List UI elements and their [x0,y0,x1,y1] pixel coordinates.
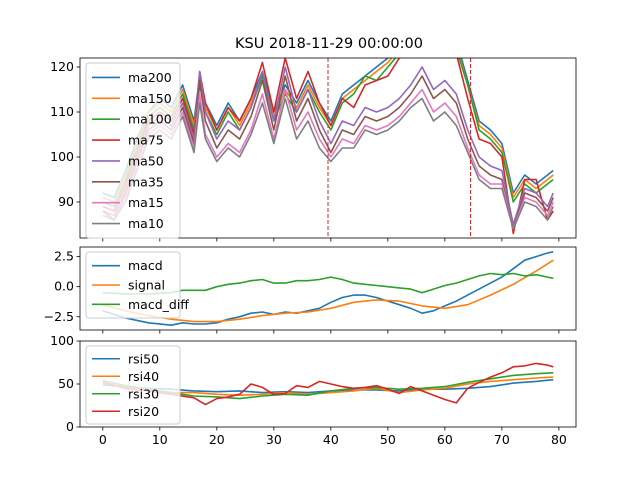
y-tick-label: 0 [66,419,74,434]
legend-label-macd: macd [128,258,163,273]
legend-box [85,62,181,239]
legend-label-ma10: ma10 [128,216,164,231]
legend-label-ma100: ma100 [128,112,172,127]
panels: 90100110120ma200ma150ma100ma75ma50ma35ma… [44,57,577,447]
series-line-ma35 [102,75,554,230]
legend-label-ma200: ma200 [128,70,172,85]
legend-label-ma150: ma150 [128,91,172,106]
price-legend: ma200 ma150 ma100 ma75 ma50 ma35 ma15 ma10 [85,62,181,239]
legend-label-macd_diff: macd_diff [128,297,189,312]
x-tick-label: 0 [99,432,107,447]
price-panel: 90100110120ma200ma150ma100ma75ma50ma35ma… [50,57,577,242]
series-line-signal [102,259,554,323]
macd-axes-frame [79,246,577,331]
figure-title: KSU 2018-11-29 00:00:00 [235,36,423,52]
y-tick-label: 110 [50,104,74,119]
y-tick-label: 50 [58,376,74,391]
legend-label-rsi20: rsi20 [128,404,159,419]
x-tick-label: 20 [209,432,225,447]
macd-panel: −2.5 0.0 2.5 macd signal macd_diff [44,246,577,334]
legend-label-rsi50: rsi50 [128,351,159,366]
legend-label-rsi30: rsi30 [128,386,159,401]
x-tick-label: 70 [494,432,510,447]
price-axes-frame [79,57,577,239]
series-line-macd_diff [102,272,554,295]
series-line-macd [102,251,554,327]
x-tick-label: 10 [152,432,168,447]
y-tick-label: 2.5 [54,249,74,264]
x-tick-label: 50 [380,432,396,447]
series-line-ma10 [102,97,554,230]
x-tick-label: 40 [323,432,339,447]
price-series [102,58,554,235]
series-line-rsi20 [102,362,554,406]
y-tick-label: 100 [50,149,74,164]
legend-label-ma15: ma15 [128,195,164,210]
legend-box [85,345,181,425]
y-tick-label: 90 [58,194,74,209]
y-tick-label: 0.0 [54,279,74,294]
series-line-ma15 [102,88,554,230]
y-tick-label: 120 [50,59,74,74]
y-tick-label: 100 [50,333,74,348]
x-tick-label: 80 [551,432,567,447]
x-tick-label: 60 [437,432,453,447]
legend-box [85,251,181,319]
rsi-legend: rsi50 rsi40 rsi30 rsi20 [85,345,181,425]
legend-label-ma35: ma35 [128,174,164,189]
series-line-ma50 [102,66,554,226]
y-tick-label: −2.5 [44,309,74,324]
legend-label-rsi40: rsi40 [128,369,159,384]
macd-series [102,251,554,327]
series-line-ma75 [102,58,554,235]
legend-label-ma50: ma50 [128,153,164,168]
x-tick-label: 30 [266,432,282,447]
legend-label-signal: signal [128,278,165,293]
macd-legend: macd signal macd_diff [85,251,189,319]
series-line-ma200 [102,58,554,199]
series-line-ma100 [102,58,554,208]
legend-label-ma75: ma75 [128,133,164,148]
series-line-ma150 [102,58,554,203]
